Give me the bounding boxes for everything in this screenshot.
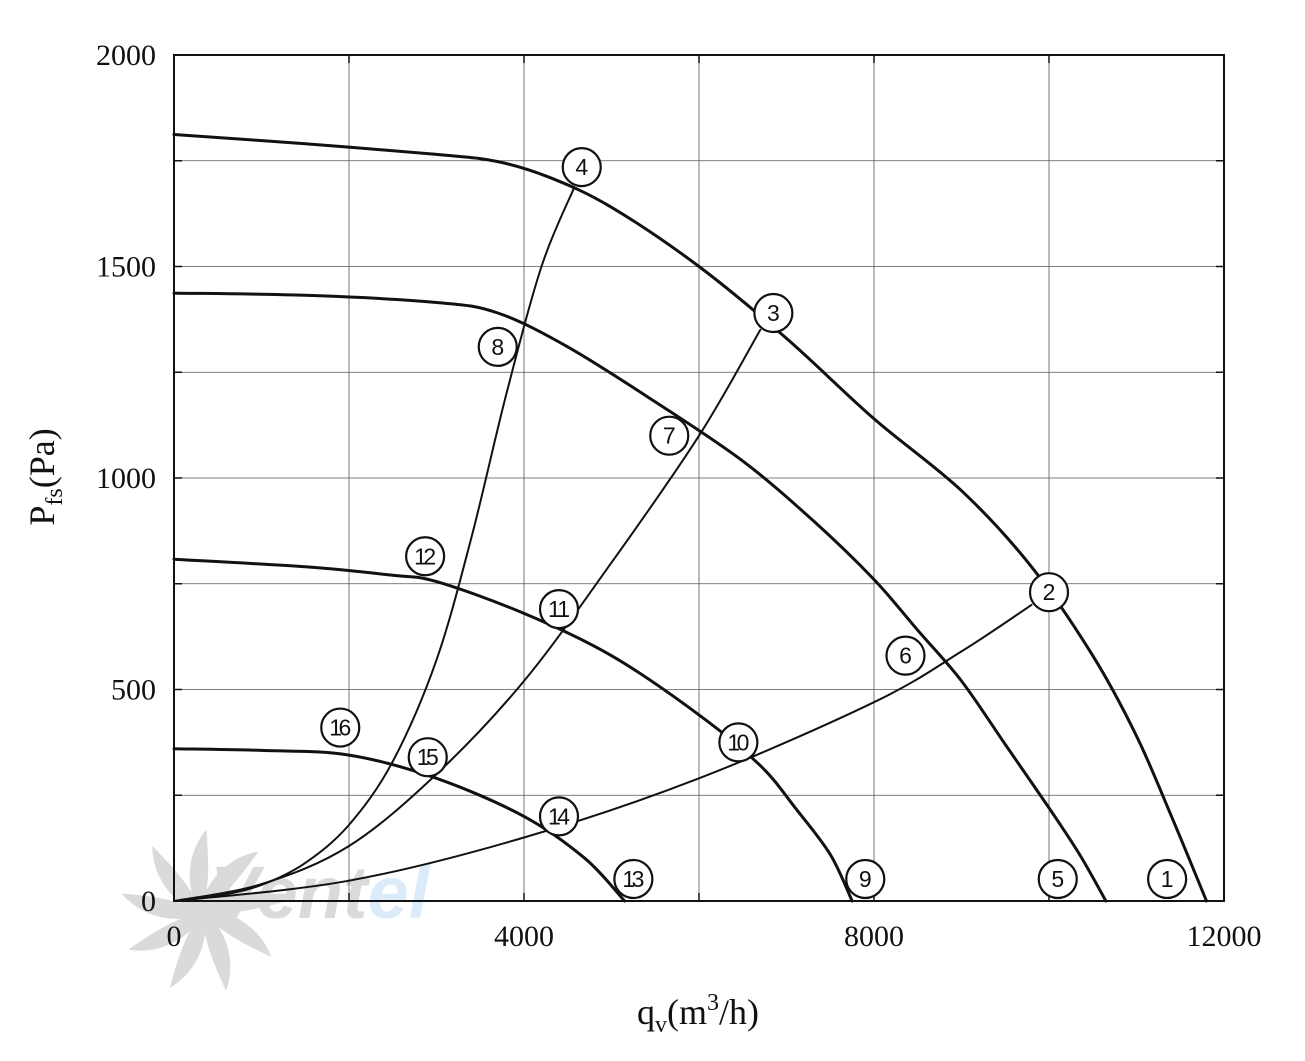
marker-13: 13 — [613, 858, 654, 900]
marker-circle — [405, 536, 446, 577]
x-axis-label-unit-post: /h) — [719, 992, 759, 1032]
x-tick-label: 4000 — [494, 920, 554, 953]
marker-16: 16 — [320, 707, 361, 748]
x-axis-label: qv(m3/h) — [637, 990, 759, 1038]
fan-blade — [202, 910, 272, 958]
curve-f — [173, 328, 762, 902]
marker-circle — [753, 292, 794, 334]
marker-12: 12 — [405, 536, 446, 577]
marker-7: 7 — [649, 415, 690, 456]
y-tick-label: 1000 — [96, 462, 156, 495]
x-tick-label: 12000 — [1187, 920, 1262, 953]
marker-11: 11 — [538, 589, 580, 630]
marker-label: 10 — [727, 729, 749, 755]
fan-blade — [128, 912, 202, 951]
ventel-watermark: Ventel — [121, 829, 431, 992]
marker-circle — [1028, 572, 1070, 613]
marker-3: 3 — [753, 292, 794, 334]
marker-label: 14 — [548, 803, 570, 829]
marker-label: 15 — [417, 744, 439, 770]
grid-lines — [174, 55, 1224, 901]
marker-label: 4 — [575, 154, 588, 180]
marker-circle — [1037, 858, 1078, 900]
marker-14: 14 — [538, 796, 580, 837]
curve-c — [172, 557, 854, 903]
marker-circle — [538, 589, 580, 630]
marker-circle — [538, 796, 580, 837]
marker-label: 1 — [1161, 866, 1174, 892]
x-axis-label-main: q — [637, 992, 655, 1032]
marker-label: 8 — [491, 334, 504, 360]
marker-label: 16 — [329, 715, 351, 741]
marker-circle — [845, 858, 886, 900]
fan-blade — [152, 845, 202, 912]
y-tick-label: 500 — [111, 674, 156, 707]
marker-circle — [477, 326, 518, 367]
fan-blade — [202, 912, 231, 992]
curves — [172, 133, 1208, 903]
y-axis-label: Pfs(Pa) — [22, 428, 68, 525]
marker-4: 4 — [561, 146, 602, 188]
marker-1: 1 — [1147, 858, 1188, 900]
y-tick-label: 1500 — [96, 251, 156, 284]
y-tick-labels: 0 500 1000 1500 2000 — [96, 39, 156, 918]
fan-blade — [169, 912, 206, 989]
watermark-text-part2: el — [368, 851, 431, 934]
y-tick-label: 0 — [141, 885, 156, 918]
plot-frame — [173, 54, 1225, 902]
marker-label: 3 — [767, 300, 780, 326]
marker-5: 5 — [1037, 858, 1078, 900]
marker-15: 15 — [407, 737, 448, 778]
marker-circle — [649, 415, 690, 456]
marker-label: 5 — [1051, 866, 1064, 892]
marker-circle — [613, 858, 654, 900]
marker-9: 9 — [845, 858, 886, 900]
marker-label: 12 — [414, 543, 436, 569]
marker-label: 13 — [622, 866, 644, 892]
fan-blade — [121, 893, 202, 919]
x-axis-label-unit-sup: 3 — [707, 990, 719, 1016]
curve-b — [172, 291, 1108, 903]
marker-label: 2 — [1043, 579, 1056, 605]
y-tick-label: 2000 — [96, 39, 156, 72]
marker-circle — [885, 635, 926, 676]
marker-8: 8 — [477, 326, 518, 367]
marker-label: 6 — [899, 643, 912, 669]
fan-blade — [202, 892, 284, 914]
marker-circle — [320, 707, 361, 748]
y-axis-label-sub: fs — [42, 488, 68, 505]
watermark-text: Ventel — [210, 851, 431, 934]
x-axis-label-unit-pre: (m — [667, 992, 707, 1032]
y-axis-label-main: P — [22, 506, 62, 526]
marker-6: 6 — [885, 635, 926, 676]
x-tick-label: 8000 — [844, 920, 904, 953]
marker-circle — [1147, 858, 1188, 900]
x-tick-label: 0 — [167, 920, 182, 953]
marker-2: 2 — [1028, 572, 1070, 613]
curve-g — [173, 603, 1033, 902]
marker-label: 7 — [663, 423, 676, 449]
marker-10: 10 — [718, 722, 759, 763]
marker-circle — [718, 722, 759, 763]
x-axis-label-sub: v — [655, 1012, 667, 1038]
y-axis-label-unit: (Pa) — [22, 428, 62, 488]
marker-circle — [561, 146, 602, 188]
x-tick-labels: 0 4000 8000 12000 — [167, 920, 1262, 953]
fan-blade — [189, 829, 209, 912]
marker-label: 11 — [548, 596, 570, 622]
marker-label: 9 — [859, 866, 872, 892]
curve-a — [172, 133, 1208, 903]
marker-circle — [407, 737, 448, 778]
